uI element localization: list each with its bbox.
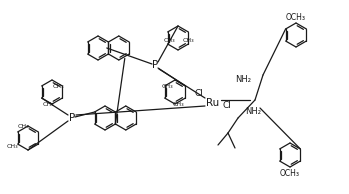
Text: Cl: Cl bbox=[223, 100, 231, 109]
Text: OCH₃: OCH₃ bbox=[286, 12, 306, 22]
Text: Cl: Cl bbox=[194, 88, 203, 98]
Text: NH₂: NH₂ bbox=[245, 107, 261, 117]
Text: Ru: Ru bbox=[206, 98, 220, 108]
Text: CH₃: CH₃ bbox=[183, 37, 194, 42]
Text: NH₂: NH₂ bbox=[235, 75, 251, 85]
Text: P: P bbox=[69, 113, 75, 123]
Text: CH₃: CH₃ bbox=[7, 144, 18, 148]
Text: CH₃: CH₃ bbox=[172, 101, 184, 107]
Text: OCH₃: OCH₃ bbox=[280, 169, 300, 178]
Text: CH₃: CH₃ bbox=[42, 101, 54, 107]
Text: CH₃: CH₃ bbox=[162, 83, 173, 88]
Text: CH₃: CH₃ bbox=[53, 83, 64, 88]
Text: P: P bbox=[152, 60, 158, 70]
Text: CH₃: CH₃ bbox=[17, 124, 29, 128]
Text: CH₃: CH₃ bbox=[164, 37, 176, 42]
